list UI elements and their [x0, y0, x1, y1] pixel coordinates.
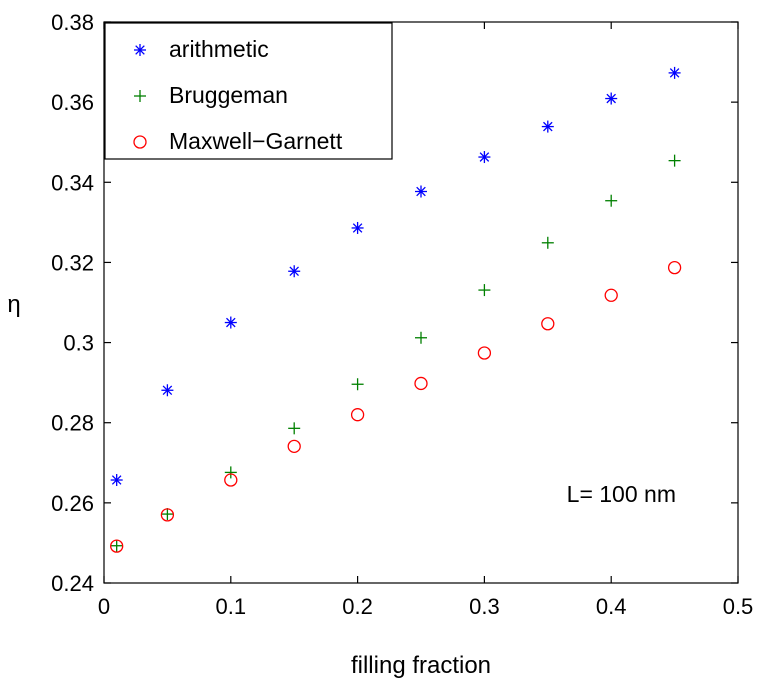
data-point — [541, 236, 554, 249]
legend-marker-symbol — [133, 135, 147, 149]
data-point — [110, 539, 123, 552]
y-tick-label: 0.36 — [51, 90, 94, 115]
legend-marker-bruggeman — [134, 90, 146, 102]
x-axis-label: filling fraction — [351, 652, 491, 679]
data-point — [541, 317, 555, 331]
x-tick-label: 0.2 — [342, 594, 373, 619]
data-point — [161, 384, 174, 397]
data-point — [668, 66, 681, 79]
data-point — [160, 508, 175, 522]
legend-entry-arithmetic: arithmetic — [134, 36, 269, 62]
legend-marker-maxwell-garnett — [133, 135, 147, 149]
y-tick-label: 0.3 — [63, 331, 94, 356]
y-tick-label: 0.38 — [51, 10, 94, 35]
legend: arithmetic Bruggeman Maxwell−Garnett — [104, 22, 393, 160]
x-tick-label: 0.3 — [469, 594, 500, 619]
series-plus — [110, 154, 681, 552]
data-point — [351, 221, 364, 234]
legend-entry-maxwell-garnett: Maxwell−Garnett — [133, 128, 343, 154]
plot-area-frame — [103, 21, 739, 584]
data-point — [604, 288, 618, 302]
data-point — [414, 376, 428, 391]
x-tick-label: 0.4 — [596, 594, 627, 619]
data-point — [288, 422, 301, 435]
x-tick-label: 0.1 — [216, 594, 247, 619]
legend-marker-symbol — [134, 44, 146, 56]
y-tick-label: 0.34 — [51, 170, 94, 195]
x-tick-label: 0 — [98, 594, 110, 619]
data-point — [110, 474, 123, 487]
data-point — [287, 439, 301, 454]
data-point — [415, 331, 427, 344]
data-point — [161, 508, 174, 521]
legend-label-arithmetic: arithmetic — [169, 36, 269, 62]
legend-marker-symbol — [134, 90, 146, 102]
data-point — [605, 92, 618, 105]
x-tick-label: 0.5 — [723, 594, 754, 619]
data-point — [667, 260, 682, 275]
series-asterisk — [110, 66, 681, 487]
data-point — [541, 120, 554, 133]
data-point — [478, 284, 491, 297]
data-point — [110, 539, 124, 553]
legend-label-maxwell-garnett: Maxwell−Garnett — [169, 128, 343, 154]
data-point — [477, 346, 492, 360]
data-point — [668, 154, 681, 167]
data-point — [224, 466, 237, 479]
data-point — [350, 408, 365, 422]
data-point — [224, 316, 237, 329]
data-point — [351, 378, 364, 391]
data-point — [288, 265, 301, 278]
y-tick-label: 0.26 — [51, 491, 94, 516]
y-tick-label: 0.32 — [51, 250, 94, 275]
legend-entry-bruggeman: Bruggeman — [134, 82, 288, 108]
plot-marks — [110, 66, 682, 553]
legend-box — [104, 22, 393, 160]
legend-label-bruggeman: Bruggeman — [169, 82, 288, 108]
legend-marker-arithmetic — [134, 44, 146, 56]
plot-annotation: L= 100 nm — [567, 481, 676, 507]
data-point — [605, 194, 618, 207]
y-tick-label: 0.28 — [51, 411, 94, 436]
data-point — [478, 151, 491, 164]
data-point — [224, 473, 238, 487]
y-tick-label: 0.24 — [51, 571, 94, 596]
data-point — [415, 185, 427, 198]
y-axis-label: η — [7, 291, 20, 318]
axis-ticks: 0 0.1 0.2 0.3 0.4 0.5 0.24 0.26 0.28 0.3 0.32 0.34 0… — [51, 10, 753, 619]
series-circle — [110, 260, 682, 553]
